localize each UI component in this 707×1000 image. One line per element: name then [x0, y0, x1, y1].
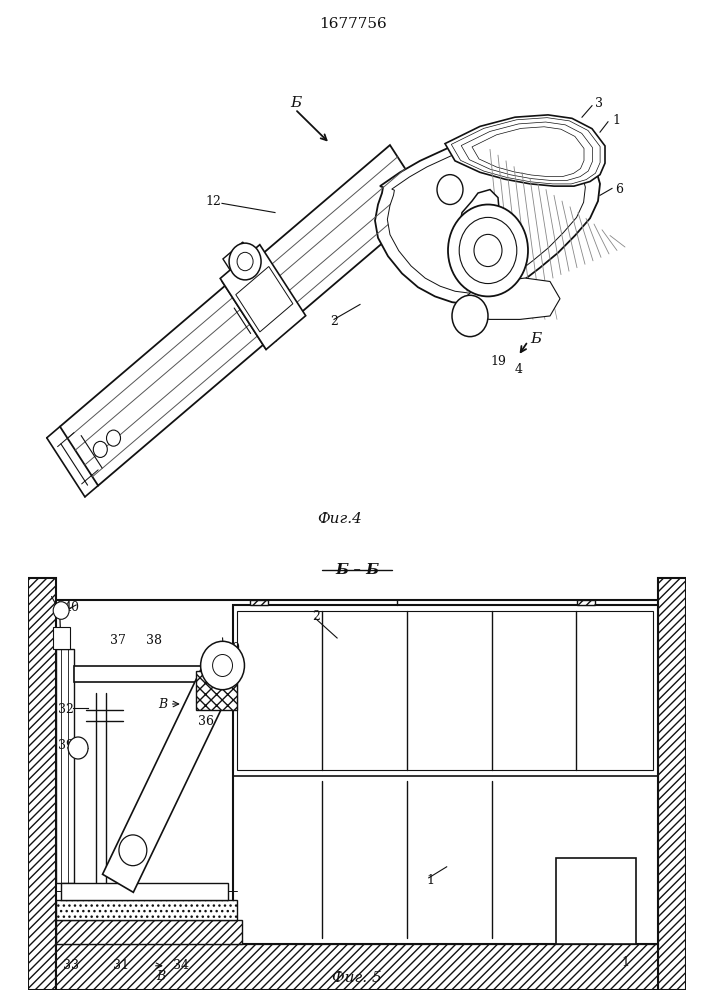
Text: Б: Б	[290, 96, 301, 110]
Polygon shape	[458, 278, 560, 319]
Circle shape	[201, 641, 245, 690]
Circle shape	[68, 737, 88, 759]
Text: 1: 1	[612, 114, 620, 127]
Text: 33: 33	[63, 959, 79, 972]
Circle shape	[437, 175, 463, 205]
Polygon shape	[62, 883, 228, 900]
Polygon shape	[556, 858, 636, 944]
Polygon shape	[56, 944, 658, 990]
Polygon shape	[28, 577, 56, 990]
Text: 12: 12	[205, 195, 221, 208]
Polygon shape	[375, 129, 600, 304]
Text: Фиг.4: Фиг.4	[317, 512, 363, 526]
Polygon shape	[233, 605, 658, 944]
Polygon shape	[250, 599, 269, 605]
Text: 37: 37	[110, 634, 126, 647]
Text: 2: 2	[330, 315, 338, 328]
Circle shape	[53, 602, 69, 619]
Circle shape	[460, 217, 517, 284]
Text: 19: 19	[490, 355, 506, 368]
Polygon shape	[196, 671, 238, 710]
Text: 31: 31	[113, 959, 129, 972]
Polygon shape	[56, 920, 243, 944]
Text: В: В	[158, 698, 167, 710]
Polygon shape	[60, 145, 428, 486]
Polygon shape	[220, 245, 305, 349]
Circle shape	[237, 252, 253, 271]
Text: 40: 40	[54, 603, 69, 613]
Polygon shape	[56, 900, 238, 920]
Text: 6: 6	[615, 183, 623, 196]
Polygon shape	[56, 649, 74, 883]
Text: В: В	[156, 970, 165, 983]
Circle shape	[474, 234, 502, 267]
Text: 3: 3	[595, 97, 603, 110]
Polygon shape	[387, 139, 585, 293]
Text: 38: 38	[146, 634, 162, 647]
Polygon shape	[74, 666, 233, 682]
Circle shape	[452, 295, 488, 337]
Text: Б: Б	[530, 332, 542, 346]
Text: 30: 30	[223, 643, 240, 656]
Polygon shape	[658, 577, 686, 990]
Circle shape	[119, 835, 147, 866]
Text: 36: 36	[198, 715, 214, 728]
Polygon shape	[235, 266, 293, 332]
Text: 4: 4	[515, 363, 523, 376]
Circle shape	[107, 430, 120, 446]
Polygon shape	[103, 656, 238, 892]
Polygon shape	[223, 242, 250, 270]
Text: Б – Б: Б – Б	[335, 563, 379, 577]
Circle shape	[213, 654, 233, 676]
Text: Фиг. 5: Фиг. 5	[332, 970, 382, 984]
Text: 1: 1	[621, 956, 629, 969]
Polygon shape	[53, 627, 70, 649]
Text: 40: 40	[63, 601, 79, 614]
Text: 1: 1	[427, 874, 435, 886]
Circle shape	[93, 441, 107, 457]
Text: 34: 34	[173, 959, 189, 972]
Polygon shape	[238, 610, 653, 770]
Circle shape	[229, 243, 261, 280]
Polygon shape	[458, 190, 500, 267]
Circle shape	[448, 205, 528, 296]
Text: 32: 32	[58, 703, 74, 716]
Text: 39: 39	[58, 739, 74, 752]
Polygon shape	[445, 115, 605, 186]
Text: 2: 2	[312, 609, 320, 622]
Polygon shape	[577, 599, 595, 605]
Text: 1677756: 1677756	[319, 17, 387, 31]
